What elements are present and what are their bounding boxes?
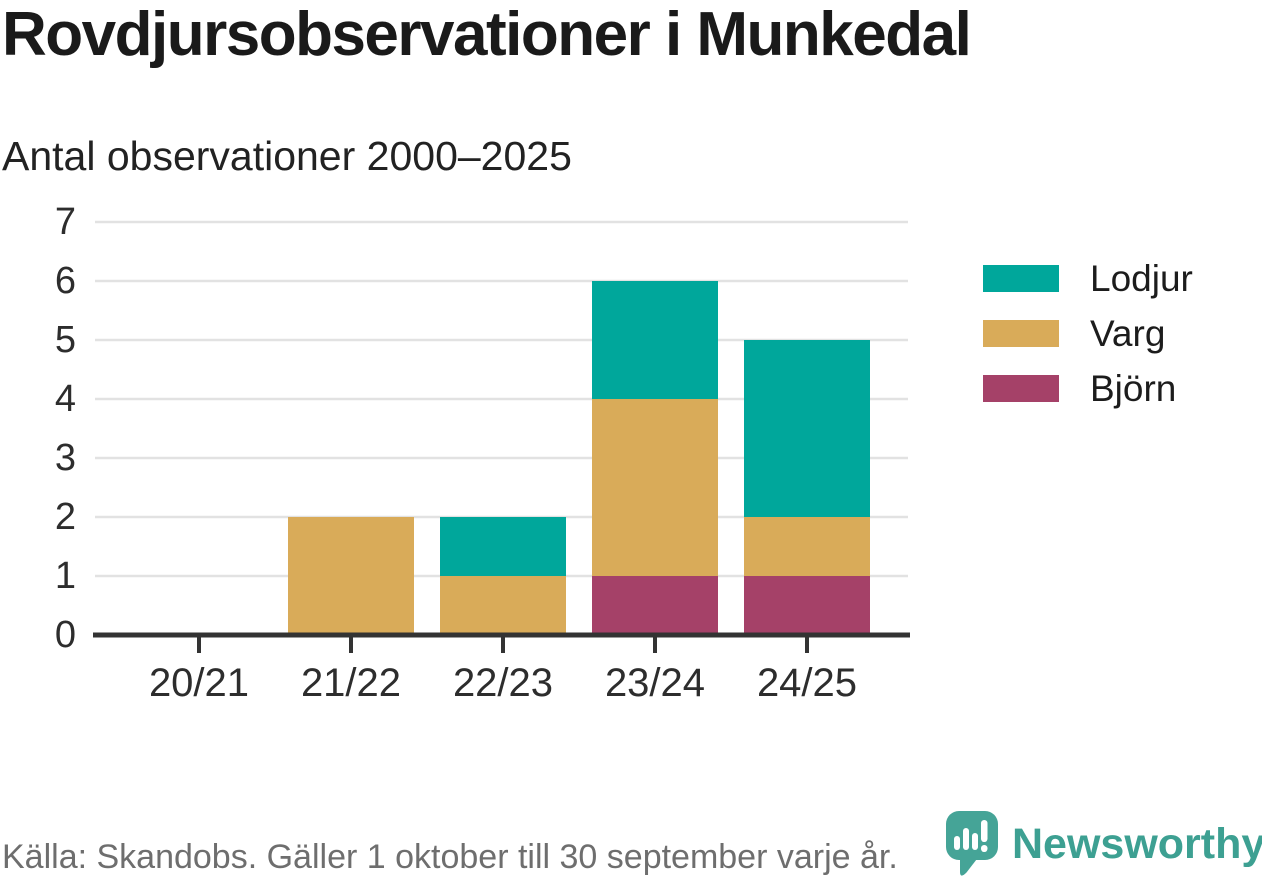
y-axis-label: 2 <box>55 496 76 538</box>
legend-swatch <box>983 375 1059 402</box>
bar-segment-bjorn <box>744 576 870 635</box>
chart-legend: Lodjur Varg Björn <box>983 260 1193 430</box>
y-axis-label: 1 <box>55 555 76 597</box>
bar-segment-varg <box>440 576 566 635</box>
legend-item-bjorn: Björn <box>983 370 1193 407</box>
bar-segment-lodjur <box>744 340 870 517</box>
bar-segment-lodjur <box>440 517 566 576</box>
bar-segment-lodjur <box>592 281 718 399</box>
chart-subtitle: Antal observationer 2000–2025 <box>2 133 572 179</box>
y-axis-label: 5 <box>55 319 76 361</box>
bar-segment-varg <box>744 517 870 576</box>
x-axis-label: 23/24 <box>605 661 705 705</box>
legend-swatch <box>983 265 1059 292</box>
bar-segment-varg <box>288 517 414 635</box>
newsworthy-wordmark: Newsworthy <box>1012 819 1262 868</box>
legend-label: Björn <box>1090 368 1177 409</box>
source-note: Källa: Skandobs. Gäller 1 oktober till 3… <box>2 838 898 876</box>
y-axis-label: 6 <box>55 260 76 302</box>
stacked-bar-chart: 0 1 2 3 4 5 6 7 20/21 21/22 22/23 23/24 24/25 <box>55 201 910 705</box>
legend-label: Lodjur <box>1090 258 1193 299</box>
y-axis-label: 0 <box>55 614 76 656</box>
y-axis-label: 4 <box>55 378 76 420</box>
legend-swatch <box>983 320 1059 347</box>
x-axis-label: 22/23 <box>453 661 553 705</box>
x-axis-label: 24/25 <box>757 661 857 705</box>
y-axis-label: 7 <box>55 201 76 243</box>
newsworthy-bubble-chart-icon <box>946 811 998 876</box>
y-axis-label: 3 <box>55 437 76 479</box>
legend-item-lodjur: Lodjur <box>983 260 1193 297</box>
legend-item-varg: Varg <box>983 315 1193 352</box>
legend-label: Varg <box>1090 313 1166 354</box>
newsworthy-logo: Newsworthy <box>946 811 1262 877</box>
page-title: Rovdjursobservationer i Munkedal <box>2 0 972 69</box>
bar-segment-bjorn <box>592 576 718 635</box>
x-axis-label: 20/21 <box>149 661 249 705</box>
bar-segment-varg <box>592 399 718 576</box>
x-axis-label: 21/22 <box>301 661 401 705</box>
